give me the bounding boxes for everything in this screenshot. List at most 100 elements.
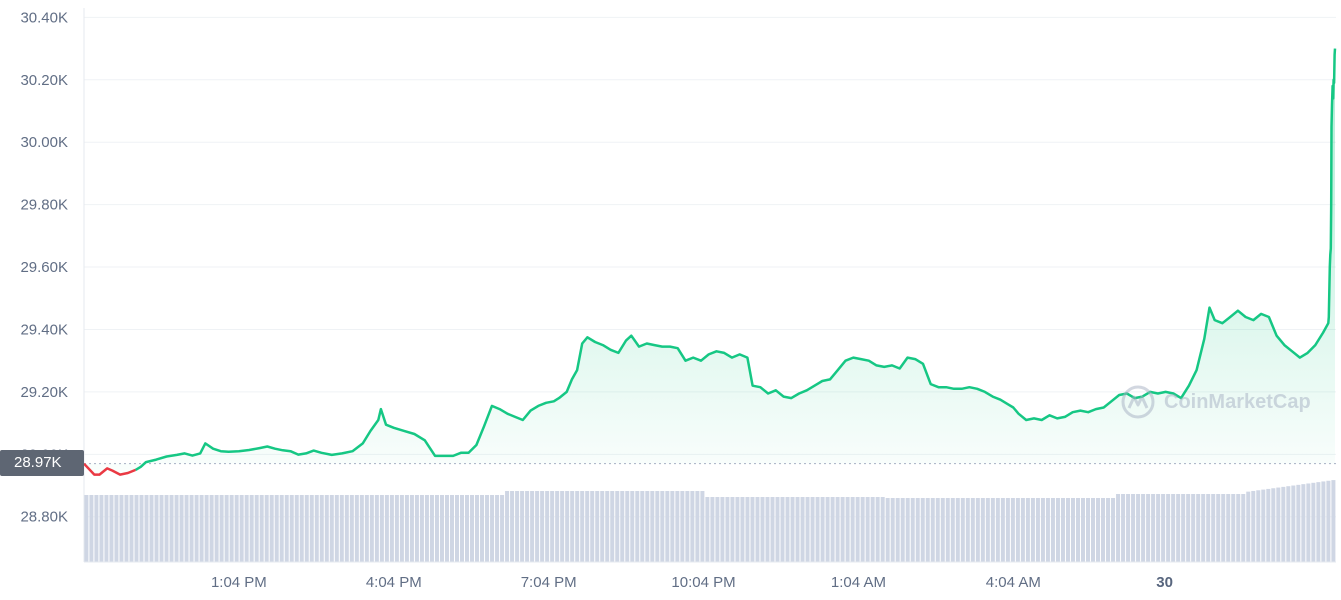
volume-bar [675,491,680,562]
volume-bar [855,497,860,562]
volume-bar [725,497,730,562]
volume-bar [339,495,344,562]
volume-bar [359,495,364,562]
volume-bar [1216,494,1221,562]
volume-bar [590,491,595,562]
volume-bar [560,491,565,562]
volume-bar [234,495,239,562]
volume-bar [915,498,920,562]
volume-bar [830,497,835,562]
volume-bar [680,491,685,562]
volume-bar [740,497,745,562]
volume-bar [695,491,700,562]
y-tick-label: 28.80K [20,509,68,526]
volume-bar [1271,488,1276,562]
volume-bar [1326,480,1331,562]
volume-bar [259,495,264,562]
volume-bar [540,491,545,562]
volume-bar [1060,498,1065,562]
volume-bar [1191,494,1196,562]
volume-bar [1055,498,1060,562]
volume-bar [1096,498,1101,562]
volume-bar [1291,485,1296,562]
y-tick-label: 29.40K [20,321,68,338]
volume-bar [910,498,915,562]
volume-bar [1266,488,1271,562]
volume-bar [174,495,179,562]
volume-bar [1311,482,1316,562]
volume-bar [630,491,635,562]
volume-bar [720,497,725,562]
volume-bar [1101,498,1106,562]
volume-bar [249,495,254,562]
volume-bar [344,495,349,562]
volume-bar [625,491,630,562]
volume-bar [660,491,665,562]
volume-bar [274,495,279,562]
volume-bar [1146,494,1151,562]
volume-bar [1186,494,1191,562]
volume-bar [580,491,585,562]
volume-bar [159,495,164,562]
volume-bar [585,491,590,562]
volume-bar [154,495,159,562]
volume-bar [1296,484,1301,562]
volume-bar [414,495,419,562]
volume-bar [885,498,890,562]
volume-bar [1065,498,1070,562]
volume-bar [535,491,540,562]
volume-bar [99,495,104,562]
y-tick-label: 30.20K [20,72,68,89]
volume-bar [950,498,955,562]
y-tick-label: 30.40K [20,9,68,26]
volume-bar [965,498,970,562]
volume-bar [610,491,615,562]
volume-bar [1015,498,1020,562]
volume-bar [124,495,129,562]
price-line-up [134,48,1337,471]
volume-bar [1231,494,1236,562]
volume-bar [670,491,675,562]
volume-bar [319,495,324,562]
volume-bar [364,495,369,562]
volume-bar [785,497,790,562]
volume-bar [1040,498,1045,562]
volume-bar [870,497,875,562]
volume-bar [1005,498,1010,562]
volume-bar [760,497,765,562]
volume-bar [1226,494,1231,562]
volume-bar [1000,498,1005,562]
volume-bar [1131,494,1136,562]
volume-bar [179,495,184,562]
volume-bar [144,495,149,562]
volume-bar [890,498,895,562]
volume-bar [454,495,459,562]
volume-bar [84,495,89,562]
price-area-fill [84,48,1335,475]
volume-bar [1236,494,1241,562]
volume-bar [114,495,119,562]
volume-bar [1221,494,1226,562]
volume-bar [945,498,950,562]
volume-bar [1261,489,1266,562]
volume-bar [429,495,434,562]
volume-bar [505,491,510,562]
volume-bar [570,491,575,562]
volume-bar [780,497,785,562]
volume-bar [1091,498,1096,562]
volume-bar [970,498,975,562]
volume-bar [810,497,815,562]
volume-bar [309,495,314,562]
volume-bar [264,495,269,562]
volume-bar [655,491,660,562]
volume-bar [775,497,780,562]
volume-bar [329,495,334,562]
volume-bar [139,495,144,562]
volume-bar [1086,498,1091,562]
volume-bar [254,495,259,562]
volume-bar [845,497,850,562]
volume-bar [1181,494,1186,562]
volume-bar [960,498,965,562]
volume-bar [389,495,394,562]
